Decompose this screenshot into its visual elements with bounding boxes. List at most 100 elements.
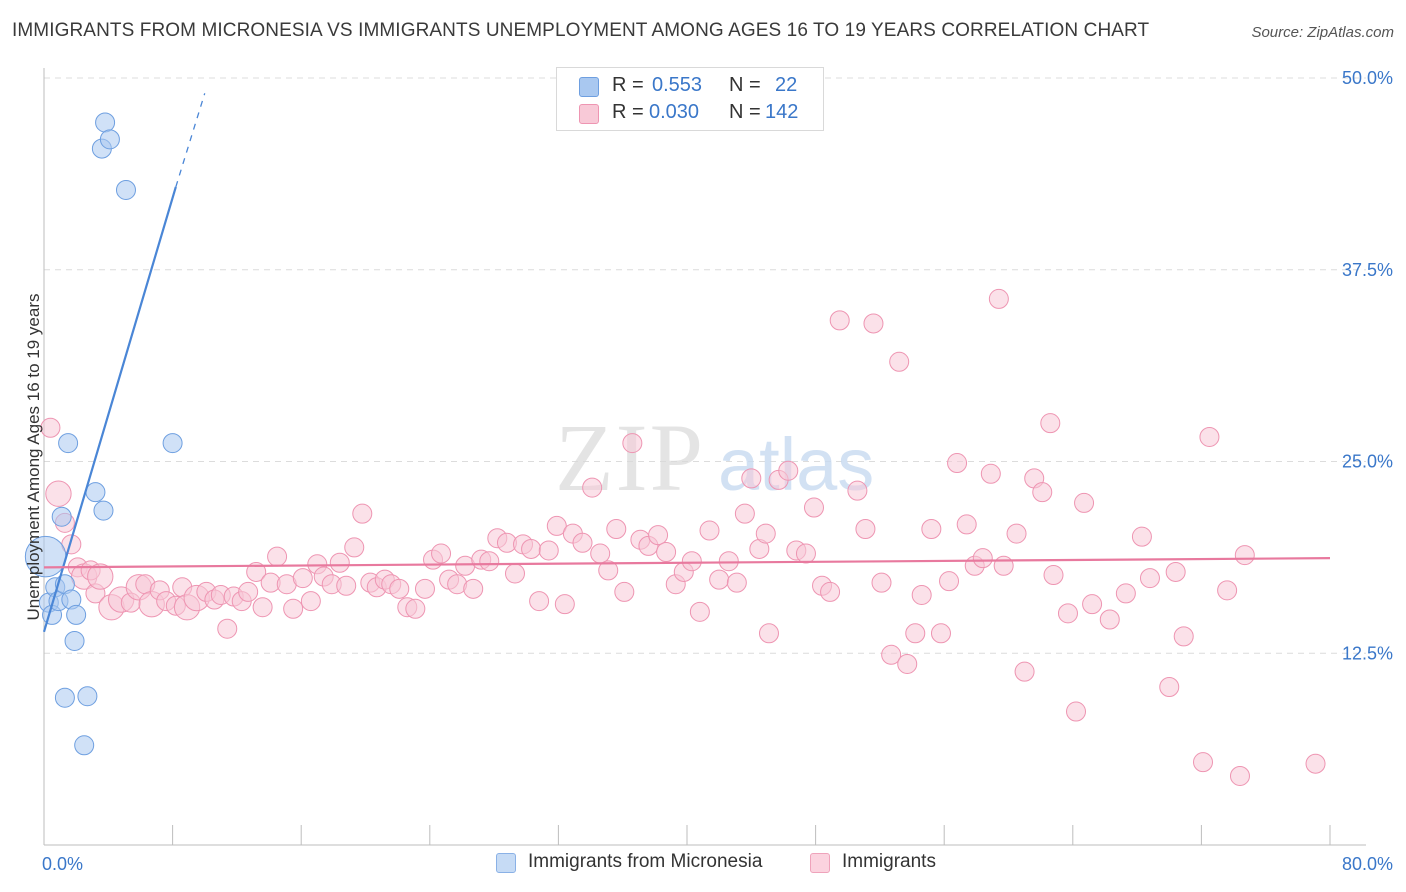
legend-r-value: 0.030 <box>649 101 700 123</box>
bottom-legend-label: Immigrants <box>842 851 936 872</box>
immigrants-point <box>956 514 977 535</box>
immigrants-point <box>758 623 779 644</box>
immigrants-point <box>803 497 824 518</box>
chart-title: IMMIGRANTS FROM MICRONESIA VS IMMIGRANTS… <box>12 20 1150 41</box>
immigrants-point <box>614 581 635 602</box>
immigrants-point <box>648 525 669 546</box>
immigrants-point <box>529 591 550 612</box>
immigrants-point <box>726 572 747 593</box>
immigrants-point <box>656 542 677 563</box>
micronesia-point <box>95 112 116 133</box>
bottom-legend-label: Immigrants from Micronesia <box>528 851 763 872</box>
immigrants-point <box>939 571 960 592</box>
immigrants-point <box>980 463 1001 484</box>
immigrants-point <box>1115 583 1136 604</box>
immigrants-point <box>405 598 426 619</box>
immigrants-point <box>246 561 267 582</box>
immigrants-point <box>344 537 365 558</box>
axes <box>43 68 1366 846</box>
immigrants-point <box>463 578 484 599</box>
x-tick-label: 0.0% <box>42 854 83 874</box>
immigrants-point <box>1032 482 1053 503</box>
immigrants-point <box>889 351 910 372</box>
immigrants-point <box>40 417 61 438</box>
micronesia-point <box>54 687 75 708</box>
immigrants-point <box>1082 594 1103 615</box>
immigrants-point <box>582 477 603 498</box>
immigrants-point <box>911 584 932 605</box>
immigrants-point <box>1057 603 1078 624</box>
immigrants-point <box>590 543 611 564</box>
legend-r-label: R = <box>612 101 644 123</box>
immigrants-point <box>1139 568 1160 589</box>
trend-lines <box>42 93 1331 633</box>
immigrants-point <box>795 543 816 564</box>
immigrants-point <box>1066 701 1087 722</box>
x-tick-label: 80.0% <box>1342 854 1393 874</box>
micronesia-point <box>77 686 98 707</box>
immigrants-points <box>40 288 1326 786</box>
immigrants-point <box>252 597 273 618</box>
immigrants-point <box>734 503 755 524</box>
immigrants-point <box>709 569 730 590</box>
y-axis-label: Unemployment Among Ages 16 to 19 years <box>24 293 43 621</box>
immigrants-point <box>972 548 993 569</box>
immigrants-point <box>1131 526 1152 547</box>
micronesia-point <box>85 482 106 503</box>
immigrants-point <box>479 551 500 572</box>
immigrants-point <box>1199 426 1220 447</box>
immigrants-point <box>905 623 926 644</box>
immigrants-point <box>554 594 575 615</box>
micronesia-point <box>51 506 72 527</box>
legend-n-label: N = <box>729 74 761 96</box>
immigrants-point <box>1165 561 1186 582</box>
immigrants-point <box>847 480 868 501</box>
legend-r-label: R = <box>612 74 644 96</box>
immigrants-point <box>988 288 1009 309</box>
micronesia-point <box>66 604 87 625</box>
immigrants-point <box>336 575 357 596</box>
immigrants-point <box>778 460 799 481</box>
immigrants-point <box>718 551 739 572</box>
immigrants-point <box>1043 565 1064 586</box>
immigrants-point <box>1006 523 1027 544</box>
immigrants-point <box>329 552 350 573</box>
bottom-legend-swatch-micronesia <box>496 853 516 873</box>
immigrants-point <box>1173 626 1194 647</box>
micronesia-point <box>162 433 183 454</box>
correlation-legend: R = 0.553 N = 22 R = 0.030 N = 142 <box>556 67 824 131</box>
micronesia-point <box>99 129 120 150</box>
immigrants-point <box>431 543 452 564</box>
immigrants-point <box>897 653 918 674</box>
immigrants-point <box>829 310 850 331</box>
legend-r-value: 0.553 <box>652 74 703 96</box>
immigrants-point <box>87 563 114 590</box>
bottom-legend-swatch-immigrants <box>810 853 830 873</box>
immigrants-point <box>741 468 762 489</box>
immigrants-point <box>993 555 1014 576</box>
immigrants-point <box>622 433 643 454</box>
immigrants-point <box>521 538 542 559</box>
source-label: Source: ZipAtlas.com <box>1251 24 1394 41</box>
immigrants-point <box>930 623 951 644</box>
immigrants-point <box>504 563 525 584</box>
immigrants-point <box>871 572 892 593</box>
legend-swatch-immigrants <box>579 104 599 124</box>
immigrants-point <box>217 618 238 639</box>
micronesia-point <box>64 630 85 651</box>
micronesia-trend-line <box>42 186 177 633</box>
immigrants-point <box>947 453 968 474</box>
grid-lines <box>44 77 1366 654</box>
immigrants-point <box>689 601 710 622</box>
immigrants-point <box>352 503 373 524</box>
immigrants-point <box>1229 765 1250 786</box>
immigrants-point <box>292 568 313 589</box>
immigrants-point <box>45 480 72 507</box>
immigrants-point <box>598 560 619 581</box>
immigrants-trend-line <box>43 557 1331 569</box>
immigrants-point <box>855 518 876 539</box>
tick-labels: 12.5% 25.0% 37.5% 50.0% 0.0% 80.0% <box>42 68 1393 874</box>
immigrants-point <box>1040 413 1061 434</box>
micronesia-trend-extension <box>175 93 206 188</box>
immigrants-point <box>1193 752 1214 773</box>
